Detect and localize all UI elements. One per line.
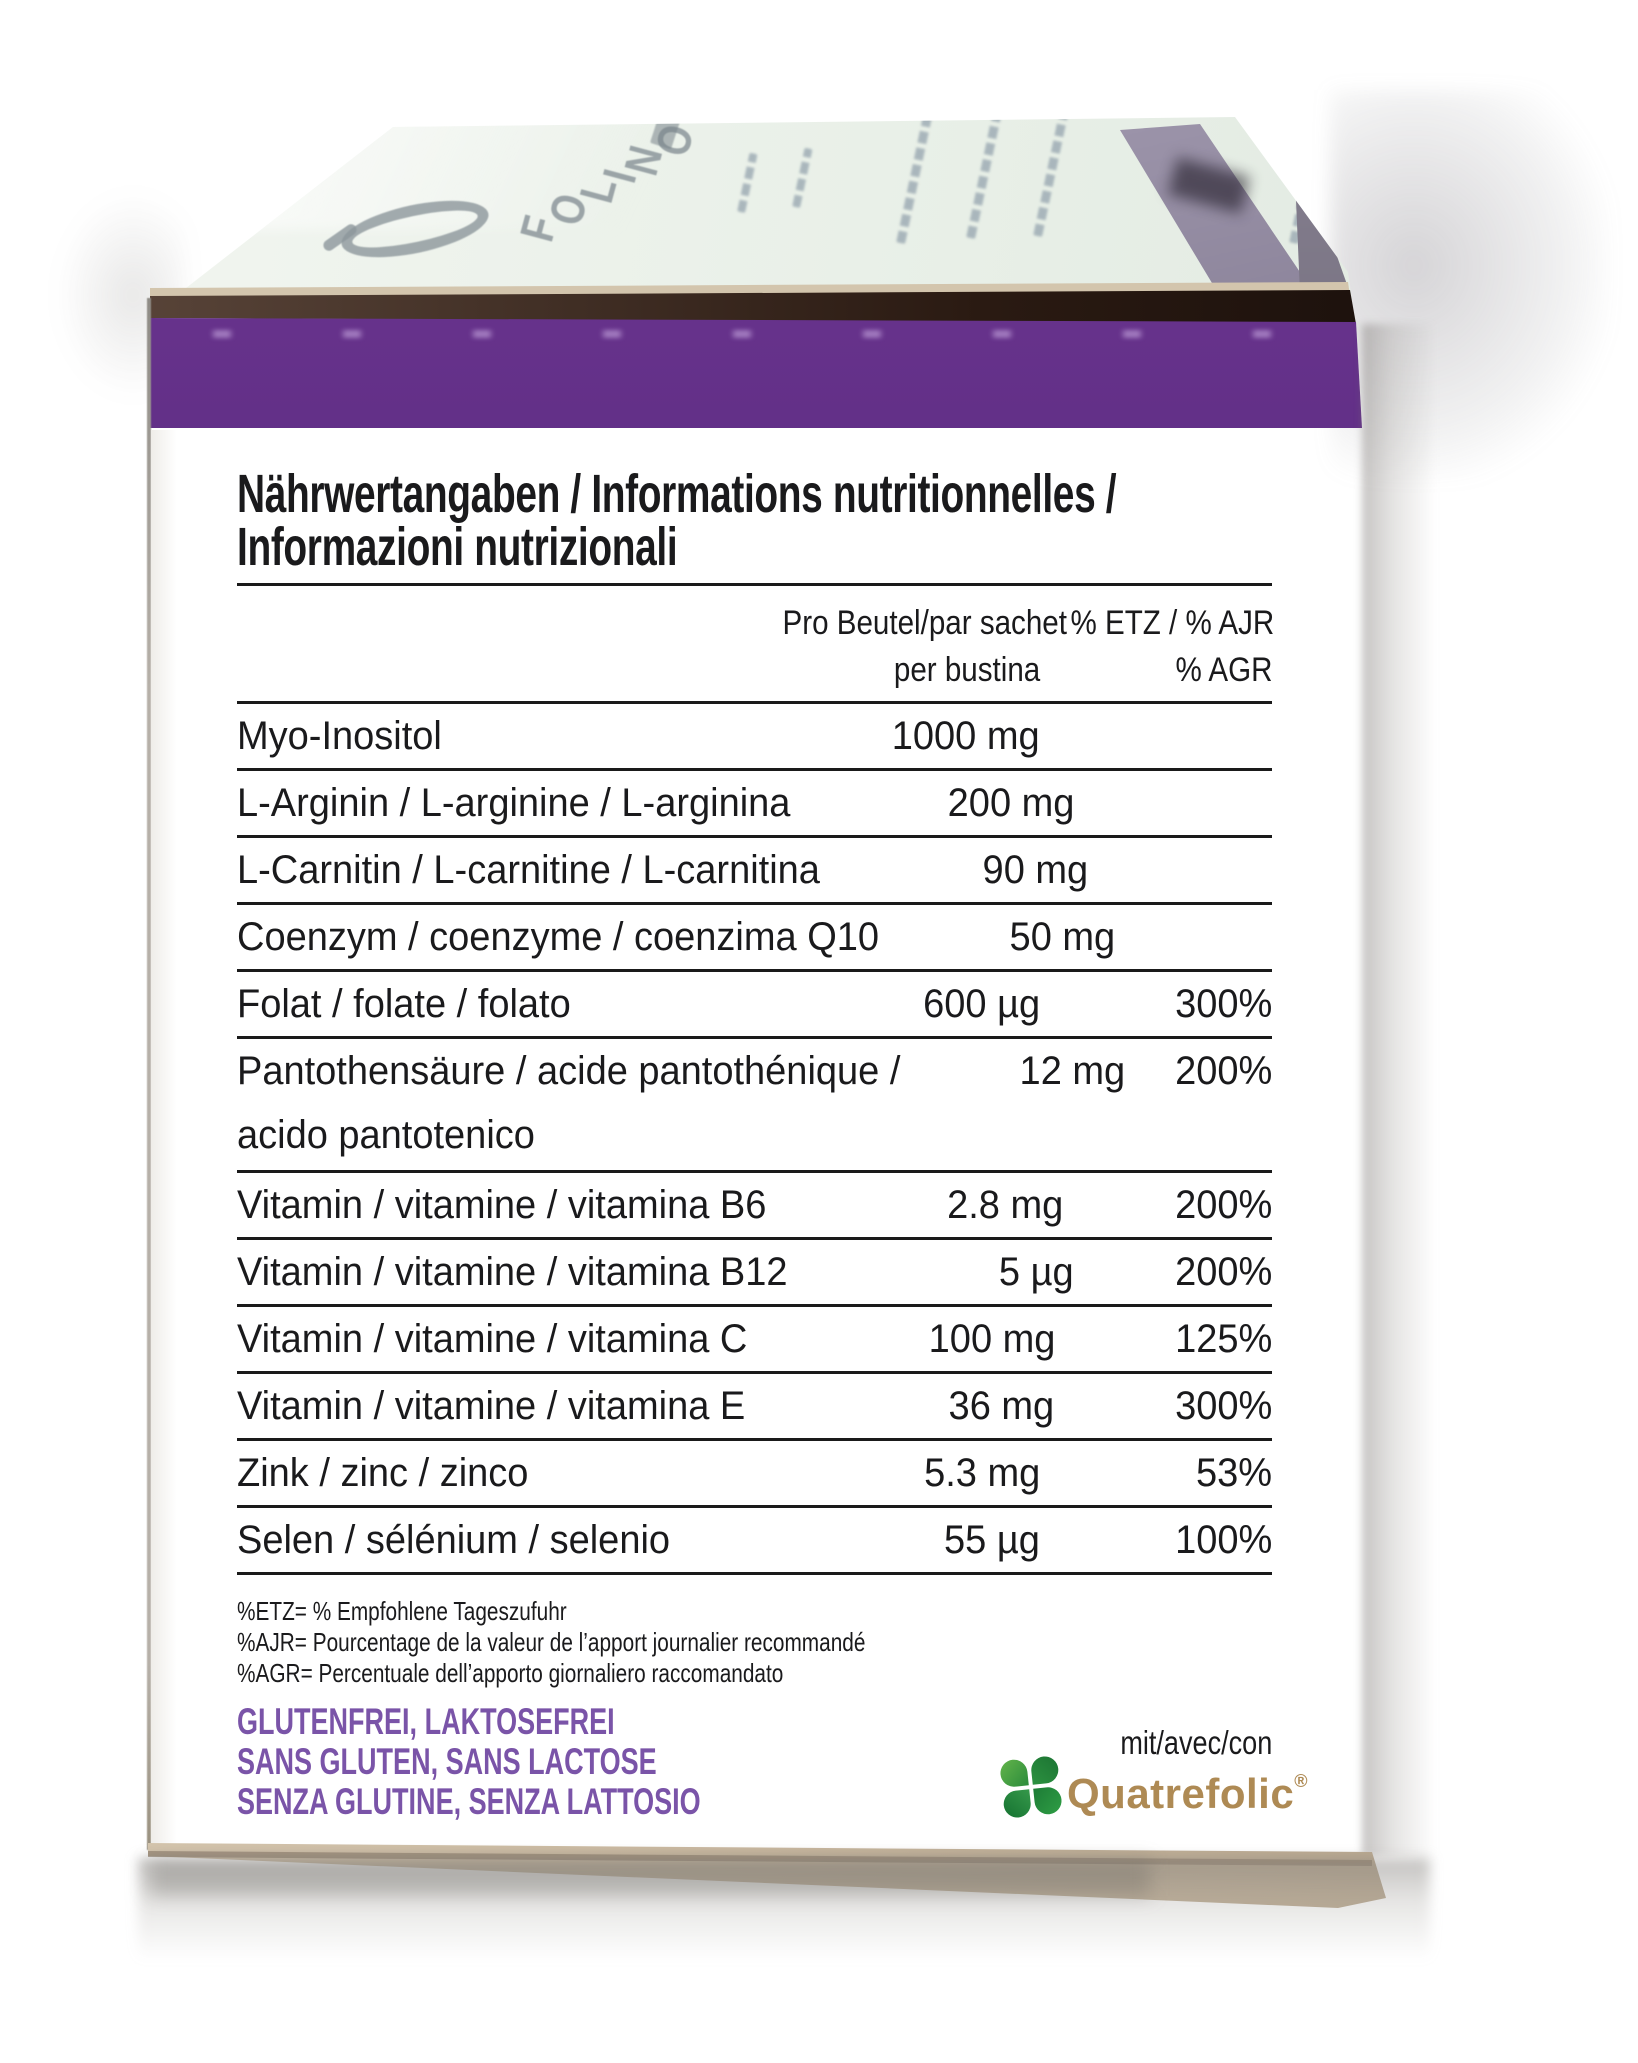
nutrient-name: L-Arginin / L-arginine / L-arginina [237,781,791,825]
nutrition-table-row: Coenzym / coenzyme / coenzima Q10 50 mg [237,905,1272,972]
footnote-line: %AGR= Percentuale dell’apporto giornalie… [237,1658,784,1688]
footnote-line: %ETZ= % Empfohlene Tageszufuhr [237,1596,567,1626]
nutrient-percent: 100% [1174,1518,1272,1562]
nutrient-percent: 53% [1195,1451,1272,1495]
clover-icon [999,1755,1063,1819]
nutrient-amount: 2.8 mg [947,1183,1064,1227]
nutrient-amount: 36 mg [948,1384,1054,1428]
nutrient-percent: 125% [1174,1317,1272,1361]
nutrient-name: Vitamin / vitamine / vitamina C [237,1317,748,1361]
quatrefolic-prefix: mit/avec/con [1120,1724,1272,1761]
nutrient-amount: 5.3 mg [923,1451,1040,1495]
nutrition-table-row: Myo-Inositol 1000 mg [237,704,1272,771]
table-header: Pro Beutel/par sachet % ETZ / % AJR per … [237,600,1275,694]
nutrient-name: Zink / zinc / zinco [237,1451,529,1495]
box-left-inner-shade [151,430,177,1848]
box-left-edge [147,298,151,1850]
nutrition-table-row: Vitamin / vitamine / vitamina B6 2.8 mg … [237,1173,1272,1240]
claim-line: GLUTENFREI, LAKTOSEFREI [237,1701,615,1742]
nutrient-percent: 200% [1174,1250,1272,1294]
nutrition-table-row: Selen / sélénium / selenio 55 µg 100% [237,1508,1272,1575]
background-shadow-right [1330,90,1610,480]
nutrient-name: Vitamin / vitamine / vitamina B6 [237,1183,767,1227]
header-percent-col-line2: % AGR [1175,651,1272,689]
footnotes: %ETZ= % Empfohlene Tageszufuhr %AJR= Pour… [237,1596,1023,1689]
quatrefolic-wordmark: Quatrefolic® [1067,1770,1308,1817]
nutrient-name: L-Carnitin / L-carnitine / L-carnitina [237,848,820,892]
lid-small-print [966,117,1007,240]
panel-title: Nährwertangaben / Informations nutrition… [237,464,1458,577]
nutrient-name: Coenzym / coenzyme / coenzima Q10 [237,915,880,959]
panel-title-line1: Nährwertangaben / Informations nutrition… [237,464,1117,524]
purple-band-glint [150,330,1355,338]
nutrient-name: Folat / folate / folato [237,982,571,1026]
nutrient-percent [1075,771,1272,835]
title-divider-rule [237,583,1272,586]
nutrient-name: Myo-Inositol [237,714,442,758]
nutrient-amount: 1000 mg [892,714,1040,758]
nutrient-amount: 12 mg [1019,1049,1126,1093]
nutrient-percent [1115,905,1272,969]
panel-title-line2: Informazioni nutrizionali [237,517,678,577]
nutrient-name: Vitamin / vitamine / vitamina B12 [237,1250,788,1294]
nutrient-amount: 200 mg [947,781,1075,825]
nutrient-amount: 50 mg [1009,915,1116,959]
footnote-line: %AJR= Pourcentage de la valeur de l’appo… [237,1627,866,1657]
nutrient-percent: 200% [1174,1049,1272,1093]
nutrition-table-row: Vitamin / vitamine / vitamina B12 5 µg 2… [237,1240,1272,1307]
nutrient-amount: 55 µg [944,1518,1040,1562]
nutrient-name: Selen / sélénium / selenio [237,1518,671,1562]
nutrition-table-row: Vitamin / vitamine / vitamina E 36 mg 30… [237,1374,1272,1441]
header-amount-col-line2: per bustina [893,651,1040,689]
nutrition-table-row: Zink / zinc / zinco 5.3 mg 53% [237,1441,1272,1508]
quatrefolic-logo: Quatrefolic® [999,1755,1308,1823]
nutrition-table-row: L-Arginin / L-arginine / L-arginina 200 … [237,771,1272,838]
nutrient-amount: 90 mg [982,848,1089,892]
claim-line: SANS GLUTEN, SANS LACTOSE [237,1741,657,1782]
nutrient-name: Vitamin / vitamine / vitamina E [237,1384,746,1428]
registered-mark: ® [1294,1771,1308,1791]
header-percent-col: % ETZ / % AJR [1070,604,1275,642]
nutrient-percent: 300% [1174,982,1272,1026]
nutrient-amount: 5 µg [998,1250,1074,1294]
claim-line: SENZA GLUTINE, SENZA LATTOSIO [237,1781,701,1822]
nutrition-table-row: Pantothensäure / acide pantothénique / a… [237,1039,1272,1173]
lid-small-print [1033,117,1073,238]
box-right-side-shade [1362,324,1457,1856]
floor-shadow [138,1858,1430,1983]
nutrient-percent: 200% [1174,1183,1272,1227]
nutrient-percent [1040,704,1272,768]
nutrient-percent [1088,838,1272,902]
lid-small-print [896,117,937,245]
allergen-claims: GLUTENFREI, LAKTOSEFREI SANS GLUTEN, SANS… [237,1702,872,1822]
nutrition-table-row: Vitamin / vitamine / vitamina C 100 mg 1… [237,1307,1272,1374]
nutrient-percent: 300% [1174,1384,1272,1428]
nutrition-table: Myo-Inositol 1000 mg L-Arginin / L-argin… [237,701,1272,1575]
nutrient-amount: 100 mg [928,1317,1055,1361]
nutrient-amount: 600 µg [923,982,1040,1026]
nutrient-name: Pantothensäure / acide pantothénique / a… [237,1049,901,1157]
nutrition-table-row: L-Carnitin / L-carnitine / L-carnitina 9… [237,838,1272,905]
floor-shadow-dark [150,1860,1150,1896]
nutrition-table-row: Folat / folate / folato 600 µg 300% [237,972,1272,1039]
header-amount-col: Pro Beutel/par sachet [782,604,1067,642]
